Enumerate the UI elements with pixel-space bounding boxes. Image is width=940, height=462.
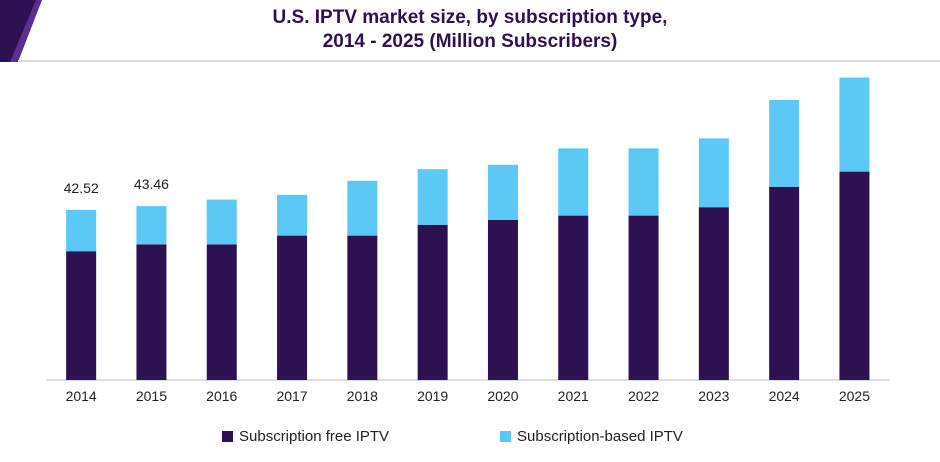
x-tick-label-2022: 2022	[628, 388, 659, 404]
bar-free-2014	[66, 251, 97, 380]
bar-based-2025	[839, 77, 870, 172]
bar-free-2023	[698, 207, 729, 380]
legend-swatch-based	[500, 431, 511, 442]
banner-corner-dark	[0, 0, 36, 62]
bar-free-2024	[769, 186, 800, 380]
x-tick-label-2023: 2023	[698, 388, 729, 404]
chart-title-line-1: U.S. IPTV market size, by subscription t…	[272, 7, 668, 28]
bar-based-2014	[66, 209, 97, 252]
bar-free-2019	[417, 224, 448, 380]
legend-item-based: Subscription-based IPTV	[500, 428, 683, 445]
legend-label-based: Subscription-based IPTV	[517, 428, 683, 445]
data-label-2014: 42.52	[64, 180, 99, 196]
x-tick-label-2019: 2019	[417, 388, 448, 404]
x-tick-label-2017: 2017	[276, 388, 307, 404]
x-tick-label-2025: 2025	[839, 388, 870, 404]
bar-based-2016	[206, 199, 237, 245]
bar-based-2021	[558, 148, 589, 216]
bar-free-2020	[487, 220, 518, 380]
bar-based-2019	[417, 169, 448, 225]
bar-based-2023	[698, 138, 729, 208]
bar-based-2015	[136, 206, 167, 245]
header-banner	[0, 0, 940, 62]
x-tick-label-2016: 2016	[206, 388, 237, 404]
x-tick-label-2018: 2018	[347, 388, 378, 404]
x-tick-label-2024: 2024	[769, 388, 800, 404]
bar-free-2025	[839, 171, 870, 380]
x-tick-label-2021: 2021	[558, 388, 589, 404]
bar-based-2018	[347, 180, 378, 236]
data-label-2015: 43.46	[134, 176, 169, 192]
bar-based-2022	[628, 148, 659, 216]
bar-free-2022	[628, 215, 659, 380]
chart-title-line-2: 2014 - 2025 (Million Subscribers)	[322, 31, 618, 52]
legend-item-free: Subscription free IPTV	[222, 428, 389, 445]
bar-based-2024	[769, 100, 800, 187]
bar-free-2015	[136, 244, 167, 380]
bar-based-2017	[277, 194, 308, 236]
x-tick-label-2020: 2020	[487, 388, 518, 404]
bar-free-2021	[558, 215, 589, 380]
chart-legend: Subscription free IPTV Subscription-base…	[0, 428, 940, 450]
bar-free-2017	[277, 235, 308, 380]
chart-title: U.S. IPTV market size, by subscription t…	[0, 6, 940, 54]
bar-based-2020	[487, 164, 518, 220]
x-tick-label-2015: 2015	[136, 388, 167, 404]
bar-free-2018	[347, 235, 378, 380]
legend-swatch-free	[222, 431, 233, 442]
x-tick-label-2014: 2014	[66, 388, 97, 404]
legend-label-free: Subscription free IPTV	[239, 428, 390, 445]
bar-free-2016	[206, 244, 237, 380]
